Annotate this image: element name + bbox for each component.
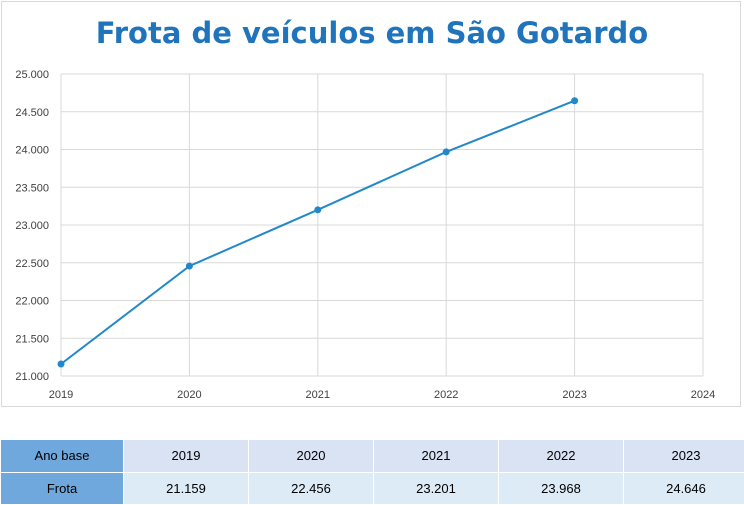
chart-area: Frota de veículos em São Gotardo 21.000 2… <box>1 1 741 407</box>
table-row-header-frota: Frota <box>1 472 124 505</box>
table-row-header-year: Ano base <box>1 440 124 473</box>
line-chart: 21.000 21.500 22.000 22.500 23.000 23.500 24.0… <box>15 69 715 401</box>
x-tick-label: 2019 <box>49 389 73 401</box>
y-tick-label: 22.500 <box>15 258 49 270</box>
x-tick-label: 2023 <box>562 389 586 401</box>
x-tick-label: 2021 <box>306 389 330 401</box>
table-cell-year: 2023 <box>623 440 744 473</box>
data-point <box>185 262 193 270</box>
table-cell-value: 23.201 <box>373 472 499 505</box>
data-point <box>571 97 579 105</box>
chart-title: Frota de veículos em São Gotardo <box>95 16 649 50</box>
y-tick-label: 23.000 <box>15 220 49 232</box>
y-tick-label: 25.000 <box>15 69 49 81</box>
x-tick-label: 2024 <box>691 389 715 401</box>
table-cell-year: 2020 <box>248 440 374 473</box>
y-tick-label: 21.000 <box>15 371 49 383</box>
data-table: Ano base 2019 2020 2021 2022 2023 Frota … <box>1 440 744 505</box>
table-cell-year: 2022 <box>498 440 624 473</box>
table-cell-value: 21.159 <box>123 472 249 505</box>
y-tick-label: 24.500 <box>15 107 49 119</box>
x-tick-label: 2020 <box>177 389 201 401</box>
data-point <box>314 206 322 214</box>
table-cell-value: 24.646 <box>623 472 744 505</box>
y-tick-label: 21.500 <box>15 333 49 345</box>
data-point <box>57 360 65 368</box>
y-tick-label: 23.500 <box>15 182 49 194</box>
y-tick-label: 24.000 <box>15 145 49 157</box>
table-row-years: Ano base 2019 2020 2021 2022 2023 <box>1 440 744 473</box>
table-cell-year: 2019 <box>123 440 249 473</box>
table-cell-value: 23.968 <box>498 472 624 505</box>
data-point <box>442 148 450 156</box>
table-cell-value: 22.456 <box>248 472 374 505</box>
y-tick-label: 22.000 <box>15 296 49 308</box>
table-row-values: Frota 21.159 22.456 23.201 23.968 24.646 <box>1 472 744 505</box>
x-tick-label: 2022 <box>434 389 458 401</box>
table-cell-year: 2021 <box>373 440 499 473</box>
